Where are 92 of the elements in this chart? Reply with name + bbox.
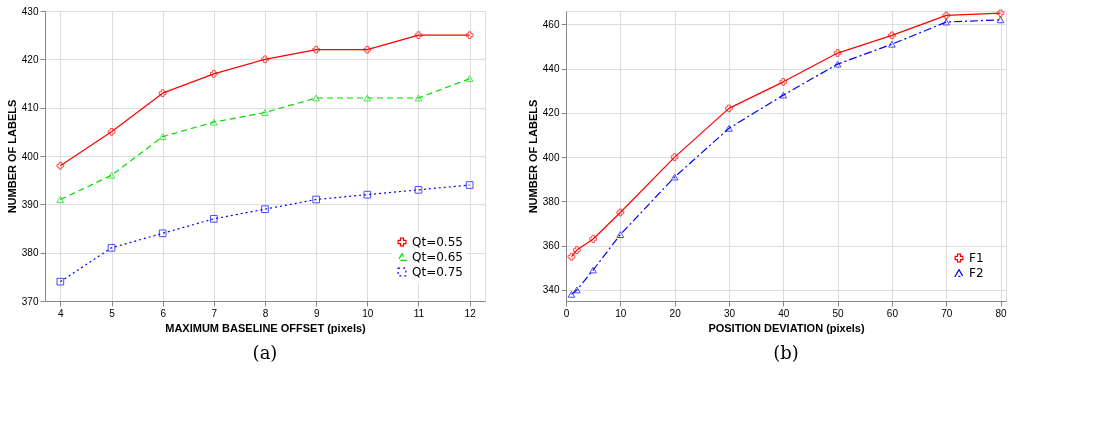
point xyxy=(573,246,581,254)
y-tick-label: 410 xyxy=(21,102,39,114)
x-axis-title: POSITION DEVIATION (pixels) xyxy=(708,321,865,334)
y-tick-label: 360 xyxy=(542,240,560,252)
point xyxy=(833,49,842,57)
point xyxy=(996,9,1005,18)
point xyxy=(779,91,788,99)
point xyxy=(107,243,116,252)
point xyxy=(833,60,842,68)
y-tick-label: 460 xyxy=(542,18,560,30)
point xyxy=(261,205,269,214)
x-tick-label: 50 xyxy=(832,307,845,319)
point xyxy=(158,89,167,98)
point xyxy=(888,40,896,48)
point xyxy=(363,45,372,54)
point xyxy=(56,196,65,203)
point xyxy=(670,173,679,181)
y-tick-label: 420 xyxy=(542,107,560,119)
y-tick-label: 430 xyxy=(21,5,39,17)
x-tick-label: 80 xyxy=(995,307,1008,319)
y-tick-label: 400 xyxy=(542,151,560,163)
point xyxy=(996,16,1005,24)
legend-label: Qt=0.55 xyxy=(412,235,463,249)
point xyxy=(573,286,581,294)
point xyxy=(209,214,218,223)
x-axis-title: MAXIMUM BASELINE OFFSET (pixels) xyxy=(165,321,367,334)
y-tick-label: 340 xyxy=(542,284,560,296)
point xyxy=(261,109,269,116)
x-tick-label: 9 xyxy=(313,307,320,319)
y-tick-label: 400 xyxy=(21,150,39,162)
x-tick-label: 10 xyxy=(615,307,627,319)
x-tick-label: 11 xyxy=(413,307,425,319)
y-tick-label: 380 xyxy=(542,195,560,207)
x-tick-label: 12 xyxy=(464,307,477,319)
point xyxy=(107,127,116,136)
point xyxy=(465,75,474,83)
y-axis-title: NUMBER OF LABELS xyxy=(526,99,539,214)
x-tick-label: 60 xyxy=(886,307,899,319)
x-tick-label: 7 xyxy=(211,307,218,319)
point xyxy=(567,290,576,298)
y-tick-label: 380 xyxy=(21,247,39,259)
point xyxy=(616,231,625,238)
y-tick-label: 370 xyxy=(21,295,39,307)
legend-label: Qt=0.65 xyxy=(412,250,463,264)
x-tick-label: 40 xyxy=(778,307,790,319)
y-tick-label: 390 xyxy=(21,198,39,210)
point xyxy=(56,277,65,286)
x-tick-label: 0 xyxy=(563,307,570,319)
point xyxy=(414,31,423,40)
legend-label: F1 xyxy=(969,251,984,265)
x-tick-label: 20 xyxy=(669,307,682,319)
point xyxy=(589,266,598,274)
point xyxy=(56,161,65,170)
x-tick-label: 8 xyxy=(262,307,269,319)
x-tick-label: 70 xyxy=(941,307,953,319)
point xyxy=(158,133,167,141)
point xyxy=(888,31,896,40)
point xyxy=(589,235,598,243)
y-axis-title: NUMBER OF LABELS xyxy=(5,99,18,214)
point xyxy=(567,252,576,261)
point xyxy=(670,153,679,161)
point xyxy=(616,208,625,217)
x-tick-label: 10 xyxy=(362,307,374,319)
point xyxy=(363,190,372,199)
point xyxy=(465,181,474,189)
point xyxy=(725,124,733,132)
point xyxy=(107,171,116,179)
point xyxy=(414,94,423,102)
x-tick-label: 4 xyxy=(58,307,65,319)
point xyxy=(312,45,321,54)
legend-label: Qt=0.75 xyxy=(412,265,463,279)
point xyxy=(942,11,951,20)
text: (b) xyxy=(773,342,799,363)
point xyxy=(261,55,269,64)
point xyxy=(158,229,167,238)
point xyxy=(209,118,218,126)
y-tick-label: 420 xyxy=(21,53,39,65)
point xyxy=(942,18,951,26)
y-tick-label: 440 xyxy=(542,63,560,75)
point xyxy=(312,94,321,102)
point xyxy=(779,77,788,86)
point xyxy=(465,31,474,40)
x-tick-label: 5 xyxy=(109,307,116,319)
point xyxy=(725,104,733,113)
x-tick-label: 30 xyxy=(723,307,736,319)
point xyxy=(312,195,321,204)
x-tick-label: 6 xyxy=(160,307,167,319)
point xyxy=(363,94,372,102)
point xyxy=(209,69,218,78)
legend-label: F2 xyxy=(969,266,984,280)
text: (a) xyxy=(252,342,278,363)
point xyxy=(414,185,423,194)
